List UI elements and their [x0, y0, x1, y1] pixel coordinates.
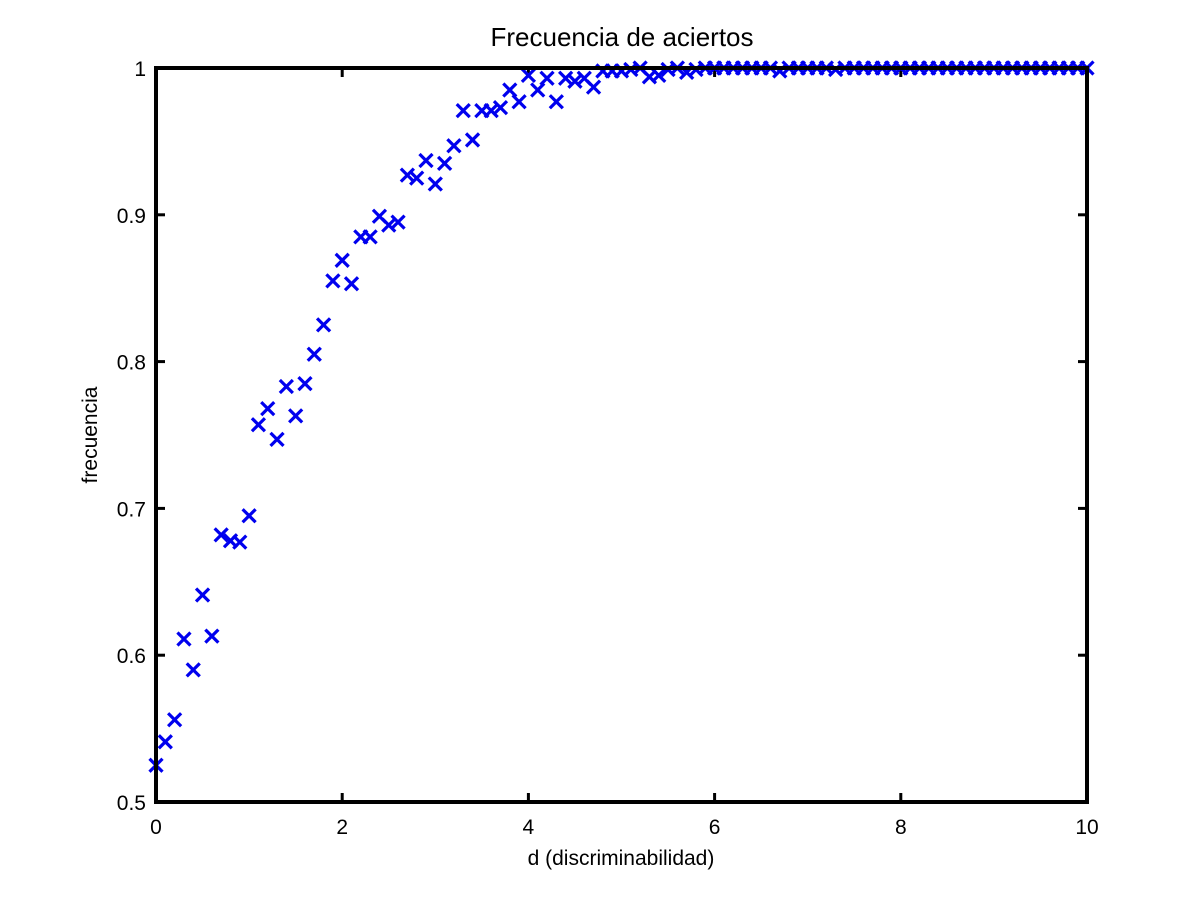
- data-point: [269, 431, 285, 448]
- data-point: [502, 82, 518, 98]
- y-tick-label: 0.9: [117, 205, 146, 228]
- data-point: [194, 587, 211, 603]
- y-tick-label: 1: [134, 58, 146, 81]
- data-point: [548, 94, 564, 110]
- data-point: [166, 712, 183, 728]
- data-point: [297, 375, 313, 392]
- x-tick-label: 8: [895, 816, 907, 839]
- data-point: [250, 417, 267, 433]
- data-point: [176, 631, 192, 647]
- data-point: [446, 138, 462, 154]
- data-point: [409, 170, 425, 186]
- y-axis-label: frecuencia: [79, 386, 102, 483]
- data-point: [539, 70, 555, 86]
- data-point: [157, 734, 173, 750]
- data-point: [651, 67, 667, 83]
- data-point: [204, 628, 220, 644]
- data-point: [241, 508, 257, 524]
- y-tick-label: 0.7: [117, 498, 146, 521]
- x-tick-label: 6: [709, 816, 721, 839]
- data-point: [334, 252, 350, 268]
- data-point: [315, 317, 332, 333]
- data-point: [464, 132, 481, 148]
- data-point: [511, 94, 527, 110]
- data-point: [325, 273, 341, 289]
- data-point: [306, 346, 322, 362]
- x-tick-label: 2: [336, 816, 348, 839]
- data-point: [436, 155, 453, 172]
- data-point: [213, 527, 229, 543]
- data-point: [455, 102, 471, 119]
- data-point: [390, 214, 406, 230]
- x-tick-label: 4: [523, 816, 535, 839]
- data-point: [278, 378, 294, 395]
- plot-frame: [154, 66, 1089, 804]
- data-point: [520, 67, 537, 83]
- data-point: [492, 100, 509, 116]
- x-axis-label: d (discriminabilidad): [528, 847, 715, 870]
- data-point: [185, 662, 201, 678]
- data-point: [288, 408, 304, 424]
- axis-ticks: [154, 66, 1089, 804]
- data-point: [567, 73, 583, 89]
- x-tick-label: 10: [1075, 816, 1098, 839]
- data-point: [558, 70, 574, 86]
- data-markers: [148, 60, 1095, 773]
- chart-title: Frecuencia de aciertos: [490, 22, 753, 52]
- data-point: [530, 82, 546, 98]
- data-point: [260, 400, 276, 417]
- data-point: [381, 217, 397, 233]
- data-point: [362, 229, 378, 245]
- tick-labels: 0 2 4 6 8 10 0.5 0.6 0.7 0.8 0.9 1: [117, 58, 1099, 839]
- y-tick-label: 0.6: [117, 645, 146, 668]
- data-point: [585, 79, 602, 95]
- x-tick-label: 0: [150, 816, 162, 839]
- data-point: [399, 167, 416, 183]
- y-tick-label: 0.5: [117, 792, 146, 815]
- data-point: [427, 176, 443, 192]
- y-tick-label: 0.8: [117, 352, 146, 375]
- data-point: [483, 102, 499, 119]
- data-point: [418, 152, 434, 169]
- data-point: [343, 276, 360, 292]
- data-point: [232, 534, 248, 550]
